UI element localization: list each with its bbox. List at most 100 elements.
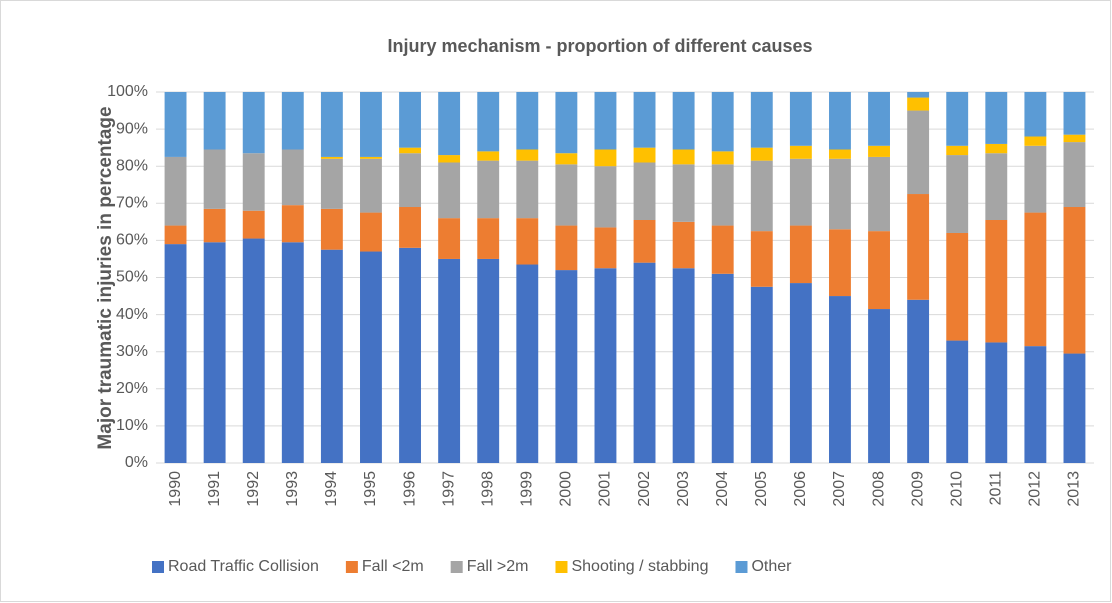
bar-segment xyxy=(672,221,695,269)
bar-segment xyxy=(203,208,226,243)
bar-segment xyxy=(360,212,382,252)
bar-segment xyxy=(516,149,539,161)
y-tick-label: 50% xyxy=(116,269,148,286)
x-tick-label: 2006 xyxy=(792,471,809,507)
x-tick-label: 2013 xyxy=(1066,471,1083,507)
bar-segment xyxy=(750,286,773,463)
bar-segment xyxy=(516,218,539,265)
bar-segment xyxy=(711,164,734,226)
bar-segment xyxy=(946,232,969,341)
bar-segment xyxy=(750,92,773,148)
legend-swatch xyxy=(152,561,164,573)
bar-segment xyxy=(750,160,773,232)
bar-segment xyxy=(555,153,578,165)
y-tick-label: 60% xyxy=(116,232,148,249)
bar-segment xyxy=(477,218,500,259)
bar-segment xyxy=(438,92,461,156)
bar-segment xyxy=(946,155,969,233)
bar-segment xyxy=(1024,212,1047,347)
bar-segment xyxy=(477,151,500,161)
bar-segment xyxy=(907,194,930,300)
bar-segment xyxy=(203,149,226,209)
bar-segment xyxy=(164,225,187,245)
bar-segment xyxy=(907,299,930,463)
bar-segment xyxy=(672,268,695,463)
bar-segment xyxy=(1063,134,1086,143)
bar-segment xyxy=(868,156,890,232)
bar-segment xyxy=(516,264,539,463)
bar-segment xyxy=(164,244,187,463)
bar-segment xyxy=(438,258,461,463)
legend-swatch xyxy=(450,561,463,573)
x-tick-label: 2004 xyxy=(714,471,731,507)
bar-segment xyxy=(1024,346,1047,463)
bar-segment xyxy=(1024,145,1047,213)
bar-segment xyxy=(594,149,617,167)
x-tick-label: 1999 xyxy=(519,471,536,507)
bar-segment xyxy=(868,231,890,310)
x-tick-label: 2005 xyxy=(753,471,770,507)
bar-segment xyxy=(203,92,226,150)
bar-segment xyxy=(868,92,890,146)
bar-segment xyxy=(789,145,812,159)
x-tick-label: 2011 xyxy=(988,471,1005,506)
bar-segment xyxy=(281,242,304,463)
bar-segment xyxy=(672,92,695,150)
bar-segment xyxy=(360,251,382,463)
y-tick-label: 40% xyxy=(116,306,148,323)
bar-segment xyxy=(399,207,421,248)
bar-segment xyxy=(516,92,539,150)
y-tick-label: 70% xyxy=(116,195,148,212)
x-tick-label: 2002 xyxy=(636,471,653,507)
x-tick-label: 2009 xyxy=(909,471,926,507)
bar-segment xyxy=(399,92,421,148)
bar-segment xyxy=(555,225,578,271)
bar-segment xyxy=(594,268,617,463)
bar-segment xyxy=(594,166,617,228)
bar-segment xyxy=(477,258,500,463)
bar-segment xyxy=(829,149,851,159)
x-tick-label: 2001 xyxy=(597,471,614,507)
bar-segment xyxy=(868,309,890,463)
bar-segment xyxy=(438,218,461,259)
bar-segment xyxy=(281,149,304,206)
y-tick-label: 90% xyxy=(116,120,148,137)
bar-segment xyxy=(320,208,343,250)
bar-segment xyxy=(711,92,734,152)
bar-segment xyxy=(750,231,773,287)
bar-segment xyxy=(789,283,812,463)
legend-label: Road Traffic Collision xyxy=(168,558,319,575)
bar-segment xyxy=(985,92,1008,144)
bar-segment xyxy=(320,158,343,209)
bar-segment xyxy=(711,151,734,165)
bar-segment xyxy=(1024,92,1047,137)
bar-segment xyxy=(438,155,461,163)
bar-segment xyxy=(946,145,969,156)
bar-segment xyxy=(789,92,812,146)
bar-segment xyxy=(750,147,773,161)
bar-segment xyxy=(633,162,656,220)
bar-segment xyxy=(477,160,500,219)
bar-segment xyxy=(829,158,851,230)
bar-segment xyxy=(399,247,421,463)
bar-segment xyxy=(399,147,421,154)
legend-swatch xyxy=(555,561,568,573)
legend-swatch xyxy=(345,561,358,573)
x-tick-label: 2007 xyxy=(831,471,848,507)
y-tick-label: 100% xyxy=(107,83,148,100)
bar-segment xyxy=(242,153,265,211)
bar-segment xyxy=(242,210,265,239)
bar-segment xyxy=(789,158,812,226)
bar-segment xyxy=(399,153,421,208)
bar-segment xyxy=(281,92,304,150)
bar-segment xyxy=(985,143,1008,154)
legend-label: Shooting / stabbing xyxy=(571,558,708,575)
bar-segment xyxy=(633,219,656,263)
bar-segment xyxy=(360,158,382,213)
x-tick-label: 1996 xyxy=(401,471,418,507)
bar-segment xyxy=(242,92,265,154)
bar-segment xyxy=(672,149,695,165)
x-tick-label: 2008 xyxy=(870,471,887,507)
bar-segment xyxy=(438,162,461,219)
bar-segment xyxy=(516,160,539,219)
